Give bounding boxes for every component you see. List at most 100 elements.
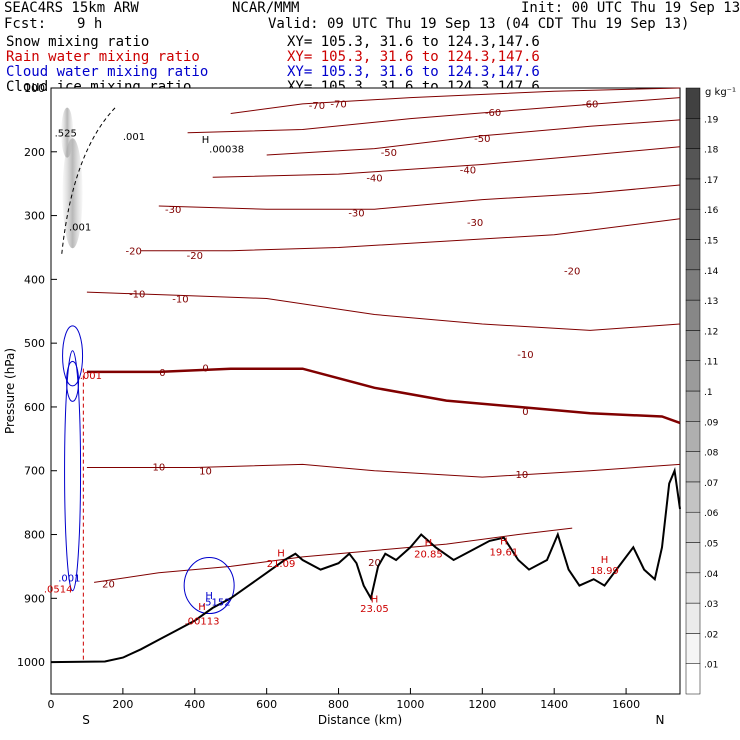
colorbar-swatch (685, 148, 701, 180)
colorbar-label: .16 (704, 206, 719, 216)
max-value-label: 20.85 (414, 550, 443, 561)
isotherm-label: -20 (125, 247, 141, 258)
colorbar-swatch (685, 602, 701, 634)
isotherm-label: -30 (165, 205, 181, 216)
contour-value-label: .001 (80, 371, 102, 382)
colorbar-swatch (685, 299, 701, 331)
isotherm-m50 (266, 119, 681, 156)
contour-value-label: .525 (55, 129, 77, 140)
isotherm-label: -40 (460, 166, 476, 177)
cloud-water-contour (183, 557, 235, 615)
colorbar-label: .19 (704, 115, 719, 125)
colorbar-swatch (685, 451, 701, 483)
center-title: NCAR/MMM (232, 0, 300, 16)
colorbar-unit: g kg⁻¹ (705, 87, 736, 98)
field-snow-xy: XY= 105.3, 31.6 to 124.3,147.6 (287, 34, 540, 50)
field-rain-name: Rain water mixing ratio (6, 49, 200, 65)
isotherm-10 (86, 463, 681, 478)
x-tick-label: 200 (112, 698, 133, 711)
max-value-label: .00113 (184, 617, 219, 628)
contour-value-label: .00038 (209, 145, 244, 156)
max-value-label: 19.61 (490, 548, 519, 559)
isotherm-label: -10 (172, 295, 188, 306)
x-tick-label: 400 (184, 698, 205, 711)
colorbar-swatch (685, 481, 701, 513)
max-marker-rain: H (198, 602, 206, 613)
isotherm-m40 (212, 146, 681, 178)
colorbar-label: .11 (704, 358, 718, 368)
endpoint-left: S (82, 713, 90, 727)
fcst-value: 9 h (77, 16, 103, 32)
y-tick-label: 800 (24, 529, 45, 542)
max-marker-cloud: H (205, 591, 213, 602)
y-tick-label: 500 (24, 337, 45, 350)
isotherm-m30 (158, 184, 681, 210)
colorbar-swatch (685, 360, 701, 392)
isotherm-label: -70 (309, 101, 325, 112)
max-marker-ice: H (202, 135, 210, 146)
isotherm-m60 (187, 97, 681, 134)
valid-time: Valid: 09 UTC Thu 19 Sep 13 (04 CDT Thu … (268, 16, 690, 32)
field-snow-name: Snow mixing ratio (6, 34, 150, 50)
y-tick-label: 200 (24, 146, 45, 159)
isotherm-label: -60 (485, 108, 501, 119)
x-axis-label: Distance (km) (318, 713, 402, 727)
colorbar-label: .12 (704, 327, 718, 337)
x-tick-label: 1400 (540, 698, 568, 711)
field-cloud-xy: XY= 105.3, 31.6 to 124.3,147.6 (287, 64, 540, 80)
colorbar-swatch (685, 208, 701, 240)
endpoint-right: N (656, 713, 665, 727)
colorbar-swatch (685, 269, 701, 301)
x-tick-label: 1200 (468, 698, 496, 711)
contour-value-label: .5152 (202, 598, 231, 609)
isotherm-label: -50 (381, 148, 397, 159)
colorbar-swatch (685, 330, 701, 361)
cloud-water-contour (64, 350, 82, 592)
max-marker-temp: H (601, 555, 609, 566)
max-marker-temp: H (500, 536, 508, 547)
isotherm-label: 0 (202, 363, 208, 374)
cloud-water-contour (66, 360, 80, 402)
field-cloud-name: Cloud water mixing ratio (6, 64, 209, 80)
isotherm-label: 20 (368, 558, 381, 569)
isotherm-m10 (86, 291, 681, 331)
isotherm-label: 0 (522, 407, 528, 418)
colorbar-swatch (685, 390, 701, 422)
y-tick-label: 700 (24, 465, 45, 478)
contour-value-label: .001 (58, 573, 80, 584)
colorbar-label: .04 (704, 570, 719, 580)
init-time: Init: 00 UTC Thu 19 Sep 13 (521, 0, 740, 16)
max-value-label: 23.05 (360, 604, 389, 615)
max-marker-temp: H (425, 538, 433, 549)
y-tick-label: 400 (24, 273, 45, 286)
isotherm-label: -50 (474, 134, 490, 145)
fcst-label: Fcst: (4, 16, 47, 32)
isotherm-label: 0 (159, 368, 165, 379)
colorbar-label: .1 (704, 388, 713, 398)
colorbar-label: .03 (704, 600, 718, 610)
contour-value-label: .001 (123, 132, 145, 143)
field-rain-xy: XY= 105.3, 31.6 to 124.3,147.6 (287, 49, 540, 65)
y-axis-label: Pressure (hPa) (3, 348, 17, 434)
contour-value-label: .001 (69, 222, 91, 233)
colorbar-label: .17 (704, 176, 718, 186)
cloud-water-contour (62, 325, 84, 387)
x-tick-label: 1000 (396, 698, 424, 711)
x-tick-label: 800 (328, 698, 349, 711)
plot-frame (50, 87, 681, 695)
isotherm-label: -20 (187, 251, 203, 262)
max-marker-temp: H (371, 594, 379, 605)
model-title: SEAC4RS 15km ARW (4, 0, 139, 16)
ice-shading (62, 138, 83, 249)
colorbar-swatch (685, 87, 701, 119)
isotherm-label: 20 (102, 580, 115, 591)
colorbar-swatch (685, 118, 701, 149)
isotherm-label: -60 (582, 99, 598, 110)
isotherm-m20 (140, 218, 681, 252)
y-tick-label: 300 (24, 210, 45, 223)
colorbar-label: .06 (704, 509, 719, 519)
isotherm-20 (94, 527, 573, 583)
y-tick-label: 100 (24, 82, 45, 95)
max-value-label: .0514 (44, 585, 73, 596)
